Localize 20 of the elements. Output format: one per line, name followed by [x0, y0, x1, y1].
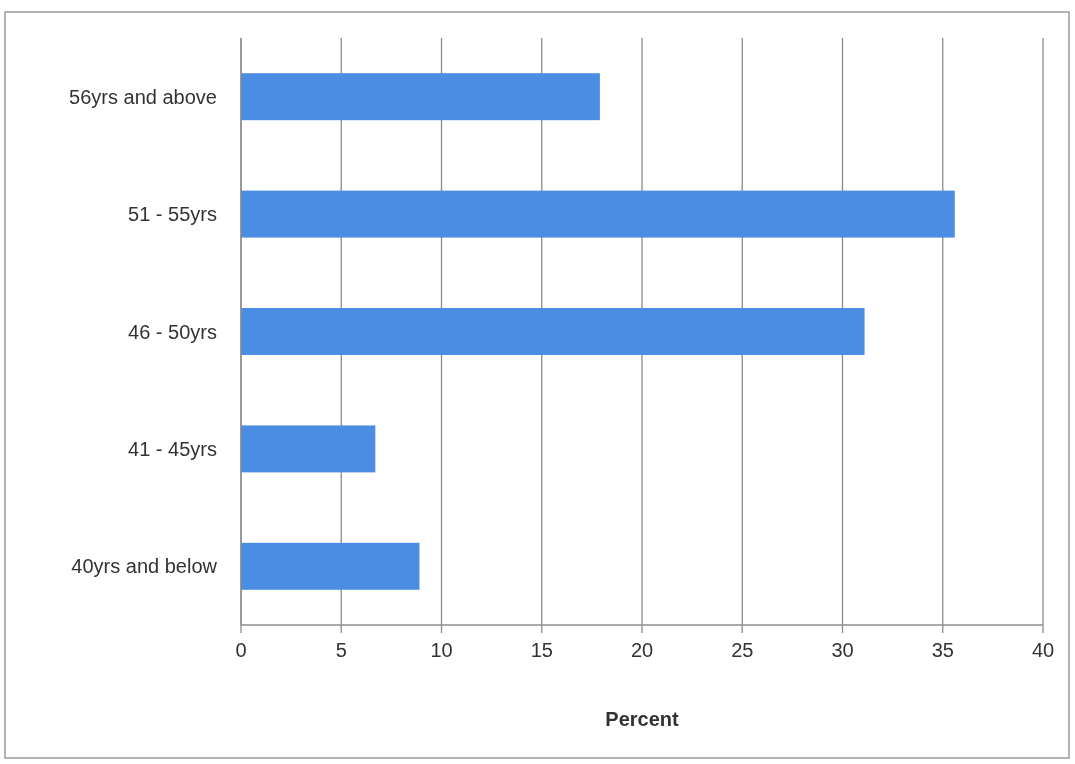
- x-tick-label: 10: [430, 639, 453, 661]
- x-tick-label: 35: [931, 639, 954, 661]
- x-tick-label: 15: [530, 639, 553, 661]
- y-tick-label: 40yrs and below: [71, 555, 218, 578]
- bar: [241, 308, 865, 355]
- x-tick-label: 0: [235, 639, 247, 661]
- y-tick-label: 56yrs and above: [69, 85, 217, 108]
- x-tick-label: 20: [630, 639, 654, 661]
- y-tick-label: 46 - 50yrs: [128, 320, 217, 343]
- bar: [241, 542, 420, 590]
- y-tick-label: 41 - 45yrs: [128, 437, 217, 460]
- x-tick-label: 5: [335, 639, 347, 661]
- x-tick-label: 40: [1031, 639, 1055, 661]
- bar: [241, 73, 600, 121]
- bar: [241, 190, 955, 238]
- x-tick-label: 30: [831, 639, 854, 661]
- x-tick-label: 25: [731, 639, 754, 661]
- x-axis-title: Percent: [605, 708, 680, 730]
- y-tick-label: 51 - 55yrs: [128, 203, 217, 226]
- bar: [241, 425, 376, 473]
